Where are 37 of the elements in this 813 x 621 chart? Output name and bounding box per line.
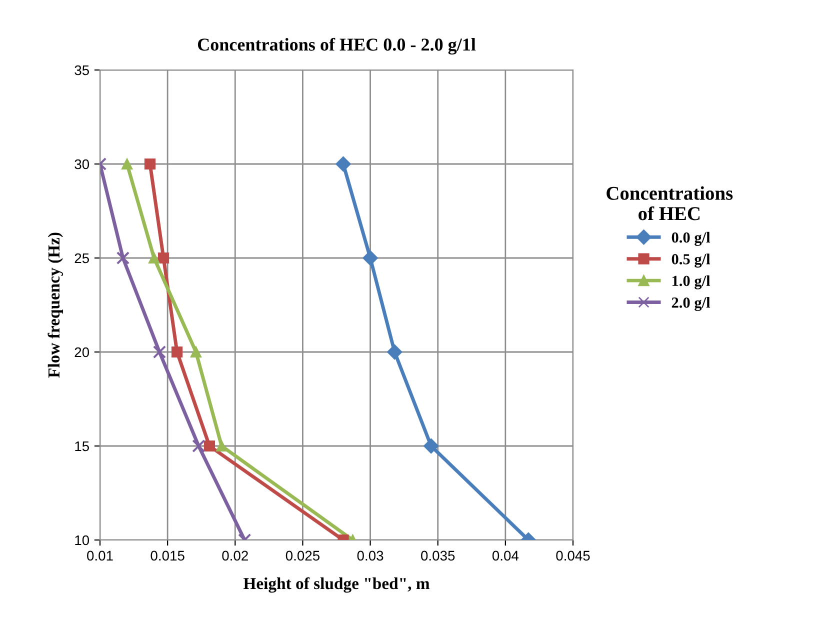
x-tick-label: 0.04 — [492, 550, 519, 561]
x-axis-title: Height of sludge "bed", m — [244, 577, 430, 593]
legend-title: Concentrations of HEC — [606, 186, 733, 220]
x-tick-label: 0.025 — [286, 550, 320, 561]
point — [387, 344, 402, 360]
legend-label: 2.0 g/l — [672, 297, 710, 311]
y-tick-label: 35 — [74, 65, 90, 76]
point — [116, 251, 130, 265]
point — [204, 440, 216, 452]
point — [144, 158, 156, 170]
point — [192, 439, 206, 453]
legend-label: 0.0 g/l — [672, 232, 710, 246]
y-axis-title: Flow frequency (Hz) — [48, 232, 64, 378]
point — [190, 346, 202, 358]
x-tick-label: 0.035 — [421, 550, 455, 561]
chart-title: Concentrations of HEC 0.0 - 2.0 g/1l — [198, 38, 476, 55]
point — [424, 438, 439, 454]
y-tick-label: 10 — [75, 535, 90, 546]
y-tick-label: 25 — [74, 253, 90, 264]
point — [158, 252, 170, 264]
x-tick-label: 0.015 — [150, 550, 184, 561]
point — [362, 250, 378, 266]
point — [148, 252, 160, 264]
y-tick-label: 15 — [75, 441, 90, 452]
x-tick-label: 0.03 — [357, 550, 384, 561]
point — [152, 345, 166, 359]
legend-label: 0.5 g/l — [672, 254, 710, 268]
point — [216, 440, 228, 452]
y-tick-label: 20 — [74, 347, 90, 358]
x-tick-label: 0.045 — [556, 550, 590, 561]
x-tick-label: 0.02 — [222, 550, 248, 561]
y-tick-label: 30 — [74, 159, 90, 170]
point — [171, 346, 183, 358]
legend-label: 1.0 g/l — [672, 275, 710, 290]
x-tick-label: 0.01 — [87, 550, 113, 561]
point — [336, 156, 351, 172]
point — [121, 158, 133, 170]
